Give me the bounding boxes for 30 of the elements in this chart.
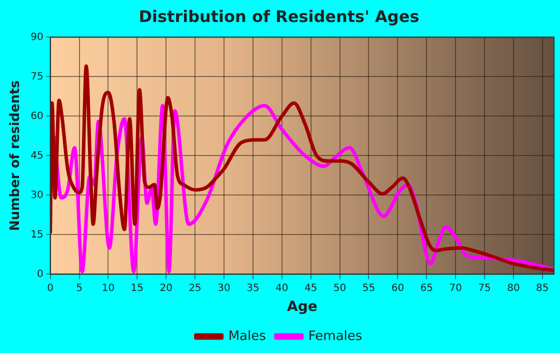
y-tick-label: 45 xyxy=(30,150,44,162)
x-tick-label: 25 xyxy=(188,282,202,294)
x-tick-label: 15 xyxy=(130,282,144,294)
x-tick-label: 65 xyxy=(420,282,433,294)
y-tick-label: 15 xyxy=(30,229,44,240)
y-axis-title: Number of residents xyxy=(8,80,24,232)
y-tick-label: 0 xyxy=(36,268,44,280)
x-tick-label: 5 xyxy=(76,282,82,294)
x-tick-label: 50 xyxy=(333,282,346,294)
y-tick-label: 60 xyxy=(30,110,44,122)
x-tick-label: 80 xyxy=(507,282,520,294)
x-tick-label: 85 xyxy=(536,282,549,294)
y-tick-label: 75 xyxy=(30,71,44,82)
x-tick-label: 30 xyxy=(218,282,230,294)
x-tick-label: 10 xyxy=(102,282,115,294)
y-tick-label: 90 xyxy=(30,32,44,43)
x-tick-label: 45 xyxy=(304,282,318,294)
x-tick-label: 20 xyxy=(160,282,172,294)
x-tick-label: 35 xyxy=(246,282,260,294)
x-tick-label: 75 xyxy=(478,282,491,294)
x-tick-label: 40 xyxy=(276,282,288,294)
legend-label: Males xyxy=(228,328,266,344)
x-tick-label: 0 xyxy=(47,282,54,294)
x-tick-label: 60 xyxy=(391,282,404,294)
x-axis-title: Age xyxy=(286,299,318,316)
y-tick-label: 30 xyxy=(30,190,44,201)
x-tick-label: 55 xyxy=(362,282,376,294)
legend-label: Females xyxy=(308,328,362,344)
chart-title: Distribution of Residents' Ages xyxy=(138,6,420,26)
x-tick-label: 70 xyxy=(449,282,462,294)
